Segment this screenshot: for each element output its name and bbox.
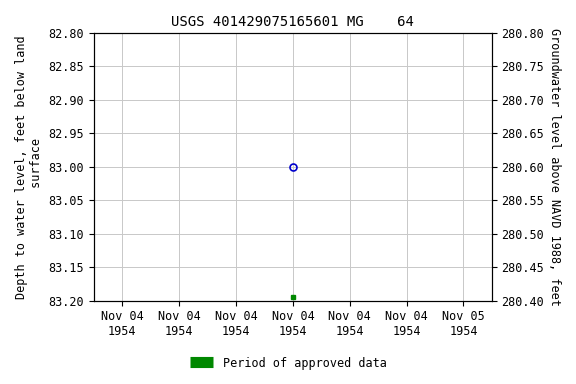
Y-axis label: Groundwater level above NAVD 1988, feet: Groundwater level above NAVD 1988, feet [548, 28, 561, 306]
Legend: Period of approved data: Period of approved data [185, 352, 391, 374]
Title: USGS 401429075165601 MG    64: USGS 401429075165601 MG 64 [172, 15, 414, 29]
Y-axis label: Depth to water level, feet below land
 surface: Depth to water level, feet below land su… [15, 35, 43, 299]
